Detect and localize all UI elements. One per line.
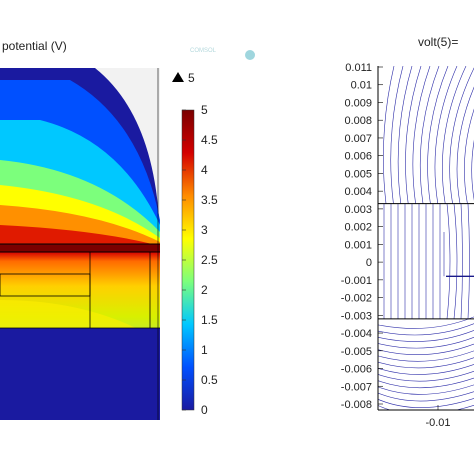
max-marker-label: 5 <box>188 71 195 85</box>
field-line <box>467 203 470 319</box>
colorbar-tick-label: 1 <box>201 343 208 357</box>
field-line <box>378 398 474 408</box>
colorbar-tick-label: 3.5 <box>201 193 218 207</box>
y-tick-label: 0.009 <box>344 97 372 109</box>
colorbar-ticks: 5 4.5 4 3.5 3 2.5 2 1.5 1 0.5 0 <box>182 103 218 417</box>
field-line <box>383 66 395 204</box>
field-line <box>471 139 474 201</box>
colorbar-tick-label: 4 <box>201 163 208 177</box>
field-line <box>460 203 463 319</box>
y-tick-label: 0.004 <box>344 186 372 198</box>
field-line <box>378 377 474 389</box>
right-x-ticks: -0.01 <box>425 405 451 429</box>
colorbar-tick-label: 3 <box>201 223 208 237</box>
field-line <box>434 66 458 204</box>
y-tick-label: 0 <box>366 257 372 269</box>
colorbar-tick-label: 4.5 <box>201 133 218 147</box>
field-line <box>378 336 474 349</box>
y-tick-label: 0.007 <box>344 133 372 145</box>
field-line <box>378 391 474 402</box>
colorbar-tick-label: 2.5 <box>201 253 218 267</box>
y-tick-label: -0.006 <box>341 364 372 376</box>
field-line <box>378 350 474 362</box>
y-tick-label: 0.001 <box>344 239 372 251</box>
field-line <box>378 316 474 329</box>
electrode-band <box>0 244 160 252</box>
field-line <box>378 343 474 356</box>
y-tick-label: -0.005 <box>341 346 372 358</box>
y-tick-label: 0.008 <box>344 115 372 127</box>
y-tick-label: -0.003 <box>341 310 372 322</box>
field-line <box>419 66 440 204</box>
x-tick-label: -0.01 <box>425 417 450 429</box>
field-line <box>464 108 474 204</box>
colorbar-tick-label: 0 <box>201 403 208 417</box>
field-line <box>427 66 449 204</box>
y-tick-label: 0.006 <box>344 151 372 163</box>
heatmap-plot <box>0 68 160 420</box>
y-tick-label: 0.002 <box>344 222 372 234</box>
y-tick-label: 0.003 <box>344 204 372 216</box>
field-line <box>449 67 474 204</box>
watermark-text: COMSOL <box>190 48 217 54</box>
right-y-ticks: 0.011 0.01 0.009 0.008 0.007 0.006 0.005 0.004 0… <box>341 62 383 411</box>
y-tick-label: -0.001 <box>341 275 372 287</box>
field-line <box>378 330 474 342</box>
field-line <box>456 86 474 204</box>
field-line <box>378 323 474 336</box>
y-tick-label: -0.007 <box>341 381 372 393</box>
field-line <box>378 384 474 395</box>
max-triangle-icon <box>172 72 184 82</box>
field-line <box>442 66 467 204</box>
field-line <box>378 364 474 375</box>
substrate-region <box>0 328 160 420</box>
left-plot-title: potential (V) <box>2 39 67 53</box>
y-tick-label: 0.005 <box>344 168 372 180</box>
field-line <box>405 66 422 204</box>
y-tick-label: 0.011 <box>345 62 372 74</box>
field-line <box>378 357 474 369</box>
field-line <box>446 203 451 319</box>
y-tick-label: 0.01 <box>351 80 372 92</box>
colorbar-tick-label: 5 <box>201 103 208 117</box>
watermark-logo-icon <box>245 50 255 60</box>
field-line <box>378 404 474 410</box>
field-line <box>412 66 431 204</box>
y-tick-label: -0.004 <box>341 328 372 340</box>
y-tick-label: -0.002 <box>341 293 372 305</box>
field-line <box>390 66 404 204</box>
field-line <box>397 66 413 204</box>
right-plot-title: volt(5)= <box>418 35 458 49</box>
colorbar-tick-label: 0.5 <box>201 373 218 387</box>
colorbar-tick-label: 1.5 <box>201 313 218 327</box>
y-tick-label: -0.008 <box>341 399 372 411</box>
colorbar-tick-label: 2 <box>201 283 208 297</box>
field-line <box>453 203 458 319</box>
contour-lines <box>378 66 474 410</box>
field-line <box>378 370 474 382</box>
contour-plot-frame <box>377 66 474 411</box>
